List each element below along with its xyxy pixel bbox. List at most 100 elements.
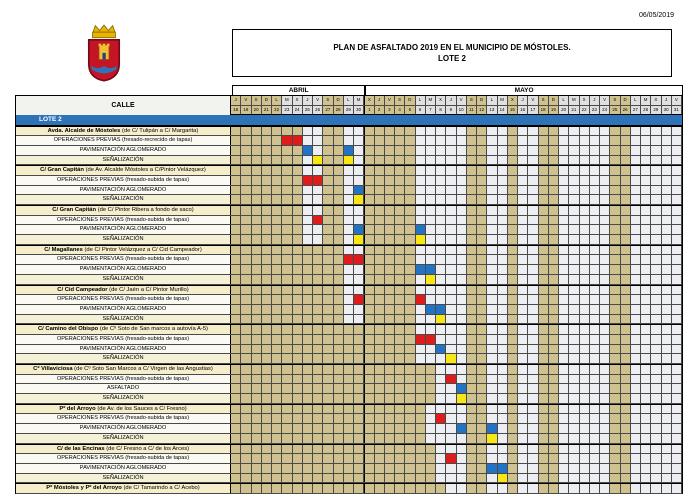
day-cell [559, 295, 570, 304]
day-cell [477, 433, 488, 443]
day-cell [282, 255, 293, 265]
day-cell [651, 255, 662, 265]
day-cell [651, 206, 662, 215]
day-number-cell: 24 [292, 105, 303, 114]
day-cell [589, 484, 600, 493]
day-cell [538, 433, 549, 443]
day-cell [354, 454, 365, 463]
day-cell [620, 454, 631, 463]
day-cell [661, 325, 672, 334]
day-cell [610, 384, 621, 394]
day-cell [313, 344, 324, 354]
day-cell [333, 354, 344, 363]
day-cell [456, 384, 467, 394]
day-cell [466, 265, 477, 274]
day-cell [323, 344, 334, 354]
day-cell [466, 206, 477, 215]
day-cell [415, 274, 426, 284]
day-cell [671, 365, 682, 374]
day-cell [661, 285, 672, 295]
day-cell [251, 145, 262, 155]
day-cell [446, 414, 457, 424]
day-cell [641, 126, 652, 136]
day-cell [405, 274, 416, 284]
day-cell [354, 145, 365, 155]
day-cell [528, 175, 539, 185]
day-cells [231, 285, 682, 295]
day-cell [620, 175, 631, 185]
day-cell [610, 265, 621, 274]
day-cell [415, 454, 426, 463]
day-cell [538, 325, 549, 334]
day-cell [477, 245, 488, 255]
day-cell [292, 206, 303, 215]
day-letter-cell: L [559, 96, 570, 105]
day-cell [241, 374, 252, 384]
day-cell [477, 454, 488, 463]
day-cell [436, 433, 447, 443]
day-cell [405, 245, 416, 255]
day-cell [415, 235, 426, 244]
day-cell [384, 444, 395, 454]
day-cell [364, 314, 375, 324]
day-cell [641, 225, 652, 235]
day-cell [374, 255, 385, 265]
task-label-cell: PAVIMENTACIÓN AGLOMERADO [16, 304, 231, 314]
day-cell [415, 126, 426, 136]
day-cell [456, 394, 467, 403]
day-cell [425, 454, 436, 463]
day-cell [579, 424, 590, 433]
day-cell [272, 424, 283, 433]
day-number-cell: 17 [528, 105, 539, 114]
day-cell [477, 354, 488, 363]
task-row: SEÑALIZACIÓN [16, 394, 682, 404]
day-cell [610, 374, 621, 384]
day-cell [384, 225, 395, 235]
day-cell [374, 424, 385, 433]
day-cell [343, 295, 354, 304]
day-cell [354, 433, 365, 443]
day-cell [241, 185, 252, 195]
day-letter-cell: V [600, 96, 611, 105]
day-cell [323, 265, 334, 274]
day-cell [466, 255, 477, 265]
day-cell [333, 166, 344, 175]
day-cell [589, 334, 600, 344]
day-cell [569, 245, 580, 255]
day-cell [323, 235, 334, 244]
day-cell [374, 325, 385, 334]
day-cell [579, 365, 590, 374]
day-cells [231, 155, 682, 165]
day-cell [497, 285, 508, 295]
day-cell [579, 265, 590, 274]
day-cell [302, 126, 313, 136]
day-cell [528, 484, 539, 493]
day-cell [600, 374, 611, 384]
day-cell [251, 295, 262, 304]
day-cell [477, 374, 488, 384]
day-cell [589, 166, 600, 175]
day-cell [507, 374, 518, 384]
day-cell [497, 433, 508, 443]
day-cell [405, 304, 416, 314]
day-cell [425, 195, 436, 204]
day-cell [548, 145, 559, 155]
day-cell [446, 325, 457, 334]
day-cell [241, 334, 252, 344]
day-cell [302, 314, 313, 324]
day-cell [579, 166, 590, 175]
day-cell [374, 206, 385, 215]
day-cell [589, 325, 600, 334]
day-cell [466, 433, 477, 443]
day-cell [425, 175, 436, 185]
task-row: SEÑALIZACIÓN [16, 155, 682, 166]
day-cell [487, 185, 498, 195]
day-cell [630, 384, 641, 394]
day-cell [436, 354, 447, 363]
day-cell [456, 404, 467, 414]
day-cell [282, 185, 293, 195]
day-cell [630, 404, 641, 414]
day-cell [436, 245, 447, 255]
day-cell [641, 245, 652, 255]
